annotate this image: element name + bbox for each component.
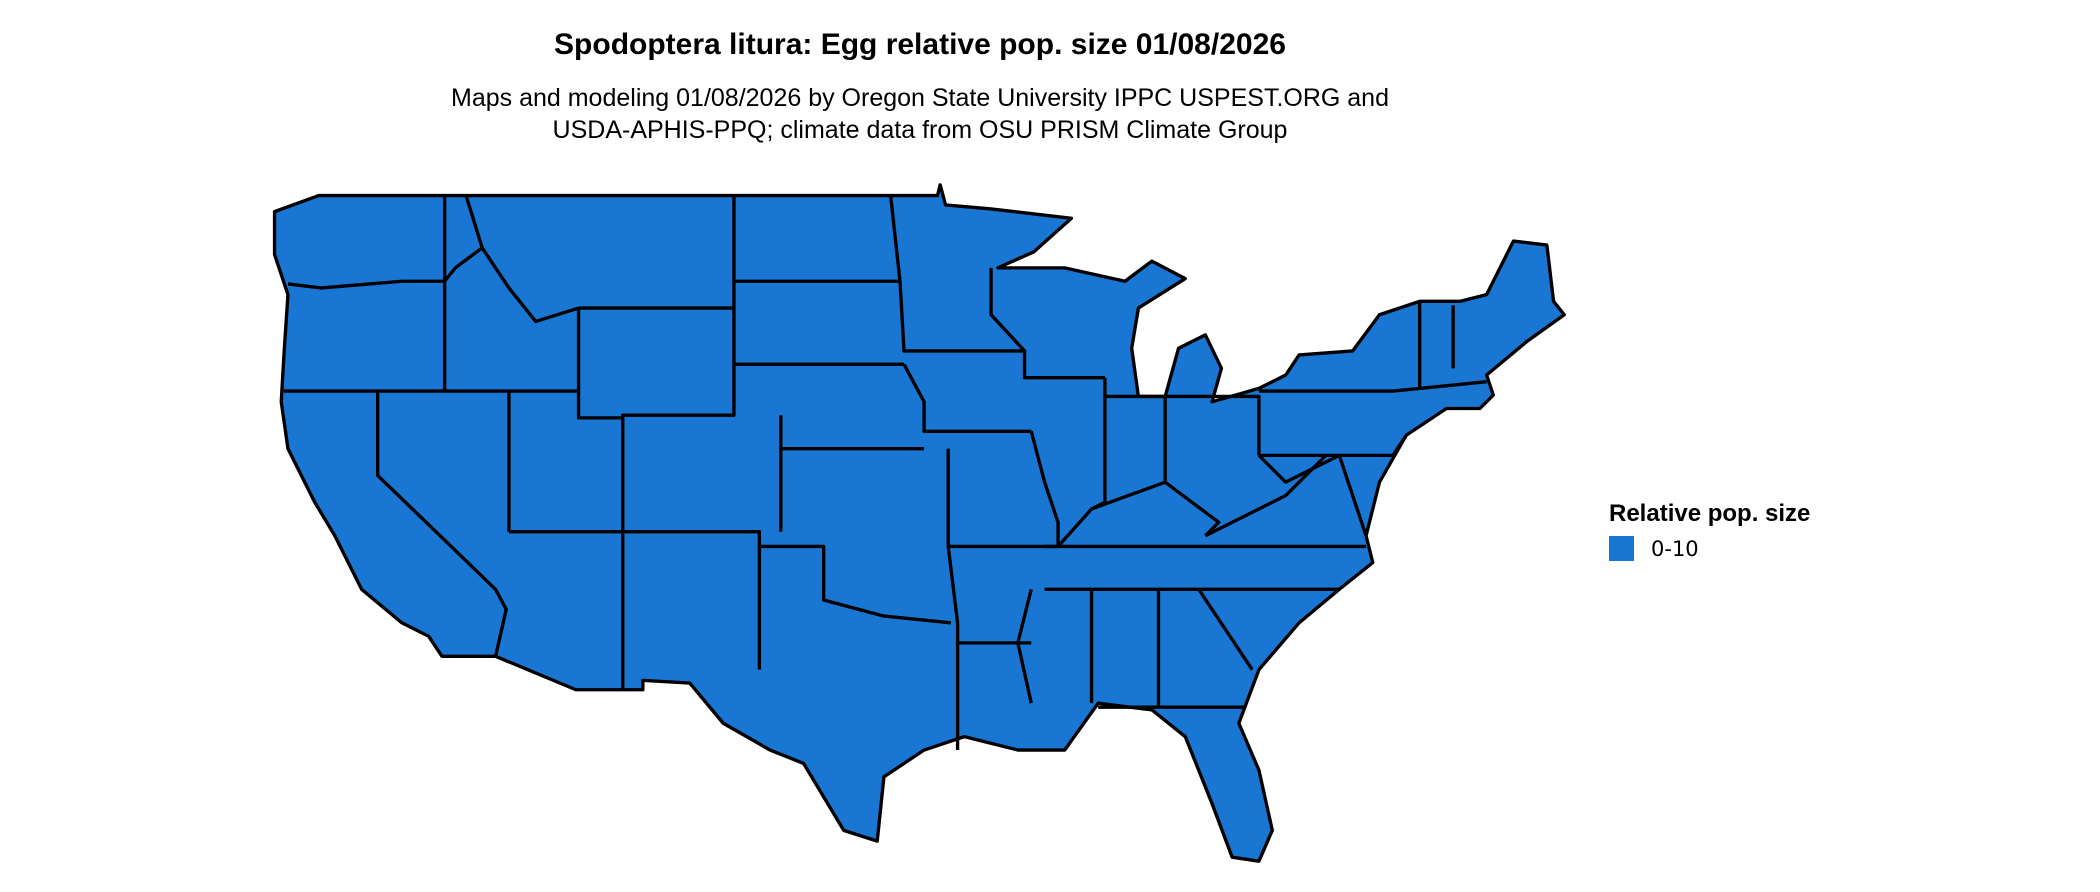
map-subtitle-line-2: USDA-APHIS-PPQ; climate data from OSU PR… (552, 116, 1288, 144)
state-borders (283, 195, 1487, 751)
us-outline (272, 183, 1566, 863)
map-title: Spodoptera litura: Egg relative pop. siz… (554, 28, 1286, 61)
legend-item: 0-10 (1609, 536, 1699, 561)
legend-title: Relative pop. size (1609, 500, 1811, 527)
legend-swatch (1609, 536, 1634, 561)
legend-label: 0-10 (1651, 536, 1699, 561)
map-subtitle-line-1: Maps and modeling 01/08/2026 by Oregon S… (451, 84, 1389, 112)
